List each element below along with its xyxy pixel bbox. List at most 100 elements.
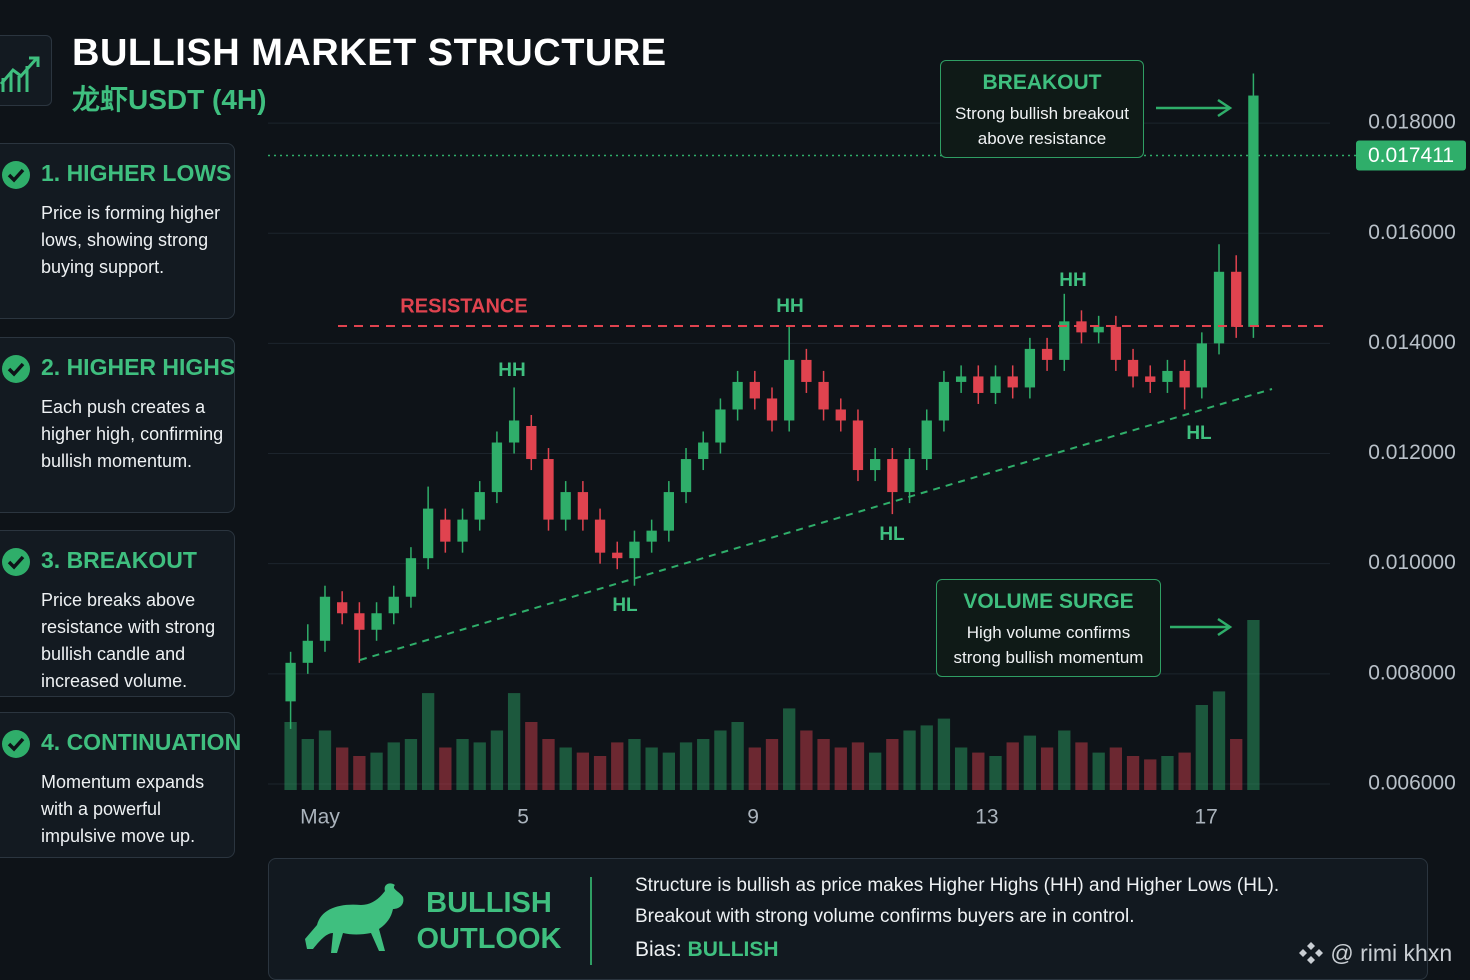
watermark: @ rimi khxn bbox=[1298, 940, 1452, 967]
volume-bar bbox=[611, 742, 624, 790]
y-tick-label: 0.010000 bbox=[1368, 551, 1456, 574]
candle-body bbox=[973, 376, 984, 393]
volume-bar bbox=[662, 752, 675, 790]
candle-body bbox=[1110, 326, 1122, 360]
callout: VOLUME SURGE High volume confirms strong… bbox=[936, 579, 1161, 677]
volume-bar bbox=[525, 722, 538, 790]
candle-body bbox=[1041, 348, 1053, 360]
candle-body bbox=[543, 459, 554, 520]
volume-bar bbox=[954, 747, 968, 790]
volume-bar bbox=[783, 708, 796, 790]
candle-body bbox=[474, 492, 485, 520]
candle-body bbox=[457, 519, 468, 542]
candle-body bbox=[1007, 376, 1018, 388]
volume-bar bbox=[542, 739, 555, 790]
card-text: Price breaks above resistance with stron… bbox=[41, 590, 216, 691]
volume-bar bbox=[800, 730, 813, 790]
swing-label: HH bbox=[498, 360, 525, 381]
volume-bar bbox=[920, 725, 933, 790]
volume-bar bbox=[748, 747, 761, 790]
footer-line: Breakout with strong volume confirms buy… bbox=[635, 906, 1135, 927]
callout-title: VOLUME SURGE bbox=[963, 590, 1134, 613]
watermark-text: @ rimi khxn bbox=[1330, 940, 1453, 966]
candle-body bbox=[337, 602, 348, 614]
candle-body bbox=[904, 459, 915, 493]
volume-bar bbox=[834, 747, 847, 790]
volume-bar bbox=[697, 739, 710, 790]
last-price-label: 0.017411 bbox=[1368, 144, 1454, 167]
volume-bar bbox=[421, 693, 435, 790]
swing-label: HL bbox=[612, 595, 638, 616]
candle-body bbox=[680, 459, 692, 493]
volume-bar bbox=[336, 747, 349, 790]
callout: BREAKOUT Strong bullish breakout above r… bbox=[940, 60, 1144, 158]
volume-bar bbox=[765, 739, 779, 790]
header-icon bbox=[0, 35, 52, 106]
card-text: Price is forming higher lows, showing st… bbox=[41, 203, 221, 277]
card: 1. HIGHER LOWS Price is forming higher lo… bbox=[0, 143, 235, 319]
candle-body bbox=[646, 530, 657, 542]
candle-body bbox=[784, 359, 795, 421]
volume-bar bbox=[1006, 742, 1019, 790]
candle-body bbox=[1162, 370, 1173, 382]
callout-text: Strong bullish breakout above resistance bbox=[955, 104, 1129, 148]
check-icon bbox=[2, 730, 30, 758]
volume-bar bbox=[387, 742, 400, 790]
candle-body bbox=[388, 596, 399, 614]
candle-body bbox=[990, 376, 1001, 393]
watermark-icon bbox=[1299, 942, 1323, 964]
candle-body bbox=[1248, 95, 1259, 327]
volume-bar bbox=[679, 742, 693, 790]
volume-bar bbox=[1247, 620, 1260, 790]
footer-line: Structure is bullish as price makes High… bbox=[635, 875, 1280, 896]
volume-bar bbox=[869, 752, 882, 790]
candle-body bbox=[715, 409, 726, 443]
candle-body bbox=[405, 558, 417, 597]
candle-body bbox=[371, 613, 382, 630]
callout-title: BREAKOUT bbox=[982, 71, 1102, 94]
bias-value: BULLISH bbox=[687, 938, 779, 961]
volume-bar bbox=[593, 756, 607, 790]
volume-bar bbox=[886, 739, 899, 790]
volume-bar bbox=[490, 730, 504, 790]
card-text: Each push creates a higher high, confirm… bbox=[41, 397, 224, 471]
resistance-label: RESISTANCE bbox=[400, 295, 527, 317]
divider bbox=[590, 877, 592, 965]
candle-body bbox=[766, 398, 778, 421]
candle-body bbox=[1196, 343, 1207, 388]
candle-body bbox=[577, 492, 589, 520]
volume-bar bbox=[731, 722, 744, 790]
candle-body bbox=[1145, 376, 1156, 382]
candle-body bbox=[285, 662, 296, 702]
candle-body bbox=[526, 425, 537, 460]
bias-label: Bias: bbox=[635, 938, 682, 961]
volume-bar bbox=[1075, 742, 1088, 790]
volume-bar bbox=[628, 739, 641, 790]
icon bbox=[0, 56, 40, 92]
candle-body bbox=[818, 381, 829, 410]
volume-bar bbox=[370, 752, 383, 790]
x-tick-label: May bbox=[300, 806, 340, 829]
swing-label: HH bbox=[1059, 270, 1086, 291]
card: 3. BREAKOUT Price breaks above resistance… bbox=[0, 530, 235, 697]
volume-bar bbox=[353, 756, 366, 790]
candle-body bbox=[629, 541, 640, 559]
volume-bar bbox=[903, 730, 916, 790]
check-icon bbox=[2, 355, 30, 383]
candle-body bbox=[955, 376, 967, 382]
candle-body bbox=[508, 420, 520, 443]
candle-body bbox=[1213, 271, 1225, 344]
volume-bar bbox=[1023, 735, 1037, 790]
volume-bar bbox=[301, 739, 314, 790]
card: 2. HIGHER HIGHS Each push creates a highe… bbox=[0, 337, 235, 513]
candle-body bbox=[1231, 271, 1242, 327]
candle-body bbox=[1093, 326, 1104, 333]
candle-body bbox=[749, 381, 760, 399]
candle-body bbox=[698, 442, 709, 460]
y-tick-label: 0.018000 bbox=[1368, 111, 1456, 134]
candle-body bbox=[354, 613, 365, 630]
y-tick-label: 0.012000 bbox=[1368, 441, 1456, 464]
candle-body bbox=[612, 552, 623, 559]
volume-bar bbox=[851, 742, 865, 790]
